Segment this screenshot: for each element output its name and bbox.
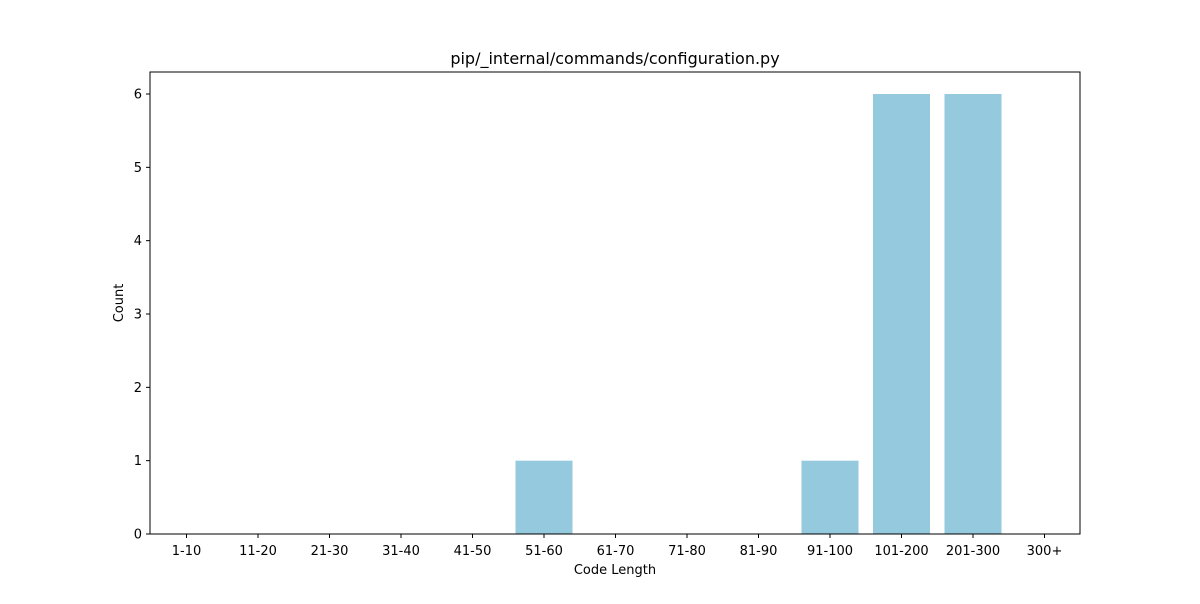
bars-layer xyxy=(515,94,1002,534)
x-axis-label: Code Length xyxy=(574,563,656,578)
bar-91-100 xyxy=(801,460,859,534)
y-tick-label: 5 xyxy=(134,161,142,176)
plot-frame xyxy=(149,71,1081,535)
y-tick-label: 1 xyxy=(134,454,142,469)
chart-title: pip/_internal/commands/configuration.py xyxy=(450,49,779,69)
x-tick-label: 71-80 xyxy=(668,544,706,559)
y-tick-label: 3 xyxy=(134,308,142,323)
x-tick-label: 31-40 xyxy=(382,544,420,559)
y-tick-label: 0 xyxy=(134,528,142,543)
y-tick-label: 2 xyxy=(134,381,142,396)
y-tick-label: 4 xyxy=(134,234,142,249)
x-tick-label: 101-200 xyxy=(874,544,928,559)
x-tick-label: 81-90 xyxy=(740,544,778,559)
y-axis: 0 1 2 3 4 5 6 xyxy=(134,88,150,543)
x-tick-label: 201-300 xyxy=(946,544,1000,559)
bar-51-60 xyxy=(515,460,573,534)
x-tick-label: 300+ xyxy=(1027,544,1063,559)
x-tick-label: 91-100 xyxy=(807,544,853,559)
y-axis-label: Count xyxy=(112,284,127,323)
x-tick-label: 61-70 xyxy=(597,544,635,559)
bar-201-300 xyxy=(944,94,1002,534)
y-tick-label: 6 xyxy=(134,88,142,103)
x-tick-label: 11-20 xyxy=(239,544,277,559)
x-axis: 1-10 11-20 21-30 31-40 41-50 51-60 61-70 71-80 8… xyxy=(172,534,1063,559)
x-tick-label: 1-10 xyxy=(172,544,202,559)
x-tick-label: 41-50 xyxy=(454,544,492,559)
x-tick-label: 51-60 xyxy=(525,544,563,559)
x-tick-label: 21-30 xyxy=(311,544,349,559)
bar-101-200 xyxy=(873,94,930,534)
